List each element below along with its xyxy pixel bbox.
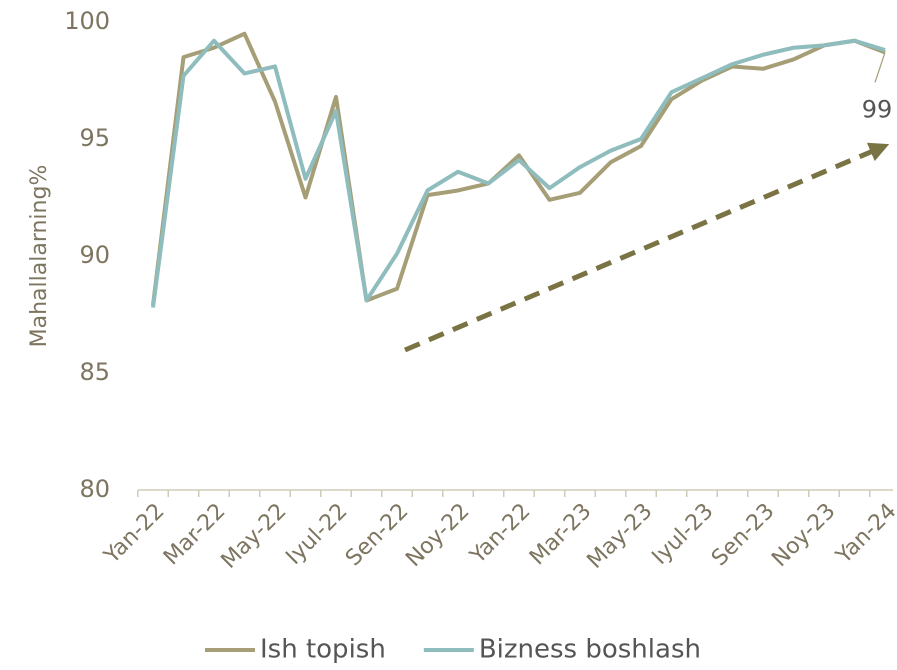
y-axis-label: Mahallalarning% — [27, 165, 52, 348]
x-tick-label: Yan-22 — [99, 499, 170, 570]
trend-arrow — [404, 142, 890, 353]
x-tick-label: Yan-22 — [465, 499, 536, 570]
y-tick-label: 95 — [79, 124, 110, 152]
y-tick-label: 85 — [79, 358, 110, 386]
x-tick-label: Noy-23 — [767, 499, 840, 572]
x-tick-label: Yan-24 — [831, 499, 897, 570]
series-line — [151, 38, 886, 308]
x-tick-label: May-22 — [217, 499, 292, 574]
x-tick-label: Iyul-23 — [647, 499, 718, 570]
x-tick-label: Sen-22 — [341, 499, 413, 571]
x-tick-label: Noy-22 — [401, 499, 474, 572]
series-line — [151, 31, 886, 306]
annotation: 99 — [862, 95, 893, 123]
y-tick-label: 90 — [79, 241, 110, 269]
annotation-leader — [874, 52, 886, 83]
legend-label: Ish topish — [260, 635, 386, 665]
x-tick-label: Sen-23 — [707, 499, 779, 571]
legend-label: Bizness boshlash — [479, 635, 701, 665]
y-tick-label: 80 — [79, 475, 110, 503]
x-tick-label: May-23 — [583, 499, 658, 574]
x-tick-label: Iyul-22 — [281, 499, 352, 570]
y-tick-label: 100 — [64, 7, 110, 35]
